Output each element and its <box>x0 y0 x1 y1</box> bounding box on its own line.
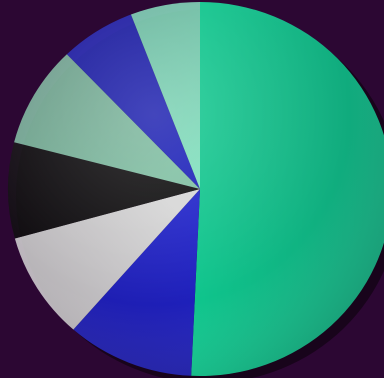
pie-shine <box>8 2 384 376</box>
